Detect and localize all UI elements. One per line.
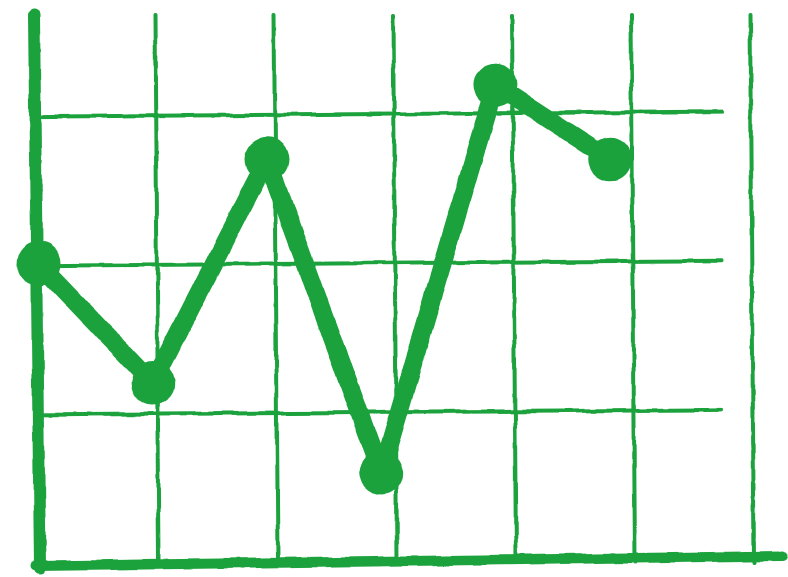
y-axis [28,9,46,574]
data-point [16,241,61,286]
gridline-vertical [629,13,637,564]
data-point [359,450,404,495]
gridline-horizontal [36,258,724,268]
x-axis [31,551,787,571]
data-point [587,137,632,182]
axes [28,9,787,574]
gridline-vertical [272,13,280,564]
data-point [473,62,518,107]
data-point [245,137,289,182]
gridline-vertical [153,13,161,564]
gridline-horizontal [36,109,724,119]
points [16,62,632,495]
series [29,75,619,482]
data-point [130,361,175,405]
series-line [29,75,619,482]
gridline-vertical [748,13,756,564]
gridline-horizontal [36,407,724,417]
